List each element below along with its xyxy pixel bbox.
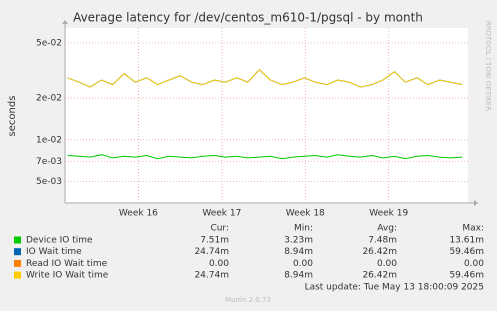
y-tick-label: 1e-02 [36, 135, 62, 145]
last-update: Last update: Tue May 13 18:00:09 2025 [305, 283, 484, 293]
plot-area [65, 28, 468, 203]
legend-label: Device IO time [26, 236, 93, 246]
series-line [67, 68, 463, 88]
y-tick-label: 5e-02 [36, 38, 62, 48]
legend-value: 59.46m [449, 247, 484, 257]
legend-value: 3.23m [284, 236, 313, 246]
legend-swatch [14, 248, 21, 256]
legend-label: IO Wait time [26, 247, 82, 257]
legend-value: 0.00 [293, 259, 313, 269]
side-label: RRDTOOL / TOBI OETIKER [484, 21, 492, 111]
legend-label: Read IO Wait time [26, 259, 108, 269]
x-tick-label: Week 19 [369, 209, 408, 219]
y-axis-label: seconds [7, 96, 18, 137]
legend-value: 0.00 [377, 259, 397, 269]
axis-arrow [474, 200, 478, 206]
footer: Munin 2.0.73 [225, 296, 271, 304]
legend-header: Max: [462, 224, 484, 234]
legend-value: 7.51m [200, 236, 229, 246]
legend-header: Cur: [210, 224, 229, 234]
legend-swatch [14, 271, 21, 279]
legend-value: 8.94m [284, 247, 313, 257]
legend-value: 59.46m [449, 271, 484, 281]
legend-value: 13.61m [449, 236, 484, 246]
y-tick-label: 7e-03 [36, 157, 62, 167]
legend-value: 26.42m [362, 247, 397, 257]
legend-value: 0.00 [464, 259, 484, 269]
y-tick-label: 2e-02 [36, 94, 62, 104]
x-tick-label: Week 18 [286, 209, 325, 219]
y-tick-label: 5e-03 [36, 177, 62, 187]
axis-arrow [62, 20, 68, 24]
legend-header: Min: [294, 224, 313, 234]
legend-value: 24.74m [194, 247, 229, 257]
chart-title: Average latency for /dev/centos_m610-1/p… [73, 11, 423, 25]
legend-value: 24.74m [194, 271, 229, 281]
legend-swatch [14, 259, 21, 267]
legend-header: Avg: [377, 224, 397, 234]
legend-value: 26.42m [362, 271, 397, 281]
legend-swatch [14, 236, 21, 244]
legend-value: 7.48m [368, 236, 397, 246]
x-tick-label: Week 16 [119, 209, 158, 219]
series-line [67, 154, 463, 160]
legend-value: 0.00 [209, 259, 229, 269]
x-tick-label: Week 17 [202, 209, 241, 219]
legend-value: 8.94m [284, 271, 313, 281]
legend-label: Write IO Wait time [26, 271, 109, 281]
